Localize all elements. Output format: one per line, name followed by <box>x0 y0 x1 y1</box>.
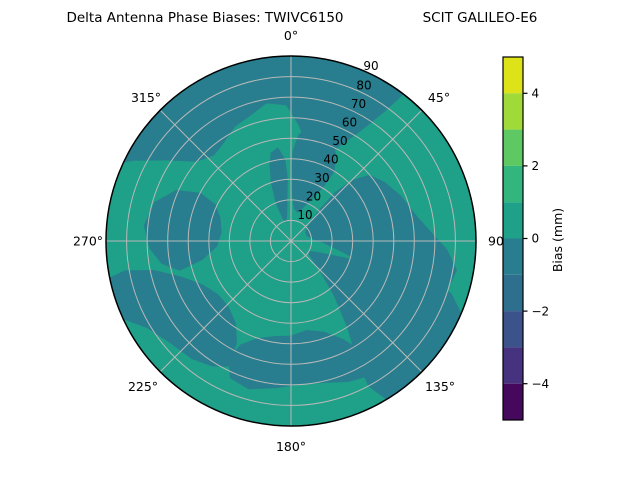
colorbar-segment <box>503 165 523 203</box>
radial-label-80: 80 <box>356 79 371 93</box>
colorbar-segment <box>503 93 523 130</box>
colorbar-tick-label-neg2: −2 <box>532 304 550 318</box>
angular-label-45: 45° <box>428 90 450 105</box>
colorbar-tick-labels: 4 2 0 −2 −4 <box>532 87 550 391</box>
radial-label-60: 60 <box>342 116 357 130</box>
colorbar-axis-label: Bias (mm) <box>550 208 565 272</box>
radial-label-70: 70 <box>351 97 366 111</box>
radial-label-30: 30 <box>314 171 329 185</box>
angular-label-225: 225° <box>128 379 158 394</box>
contour-region-center-tongue <box>269 147 288 224</box>
colorbar-segment <box>503 311 523 348</box>
angular-gridline-135-315 <box>160 110 422 372</box>
contour-region-nne-wedge <box>291 124 336 213</box>
radial-tick-labels: 10 20 30 40 50 60 70 80 90 <box>297 59 378 222</box>
plot-title-left: Delta Antenna Phase Biases: TWIVC6150 <box>66 10 343 26</box>
angular-label-90: 90 <box>488 234 504 249</box>
angular-label-315: 315° <box>131 90 161 105</box>
colorbar-tick-label-neg4: −4 <box>532 377 550 391</box>
colorbar-tick-label-4: 4 <box>532 87 540 101</box>
angular-label-0: 0° <box>284 28 298 43</box>
radial-label-10: 10 <box>297 208 312 222</box>
angular-label-135: 135° <box>425 379 455 394</box>
angular-gridlines <box>106 56 476 426</box>
contour-area <box>106 56 476 426</box>
radial-label-40: 40 <box>323 153 338 167</box>
plot-title-right: SCIT GALILEO-E6 <box>423 10 538 26</box>
colorbar-segment <box>503 238 523 275</box>
contour-region-west-blob <box>143 190 222 271</box>
polar-axes-outline <box>105 55 477 427</box>
colorbar-segment <box>503 274 523 312</box>
radial-label-90: 90 <box>363 59 378 73</box>
colorbar-segment <box>503 57 523 94</box>
angular-label-270: 270° <box>73 234 103 249</box>
angular-tick-labels: 0° 45° 90 135° 180° 225° 270° 315° <box>73 28 504 454</box>
radial-label-50: 50 <box>332 134 347 148</box>
contour-region-top-band <box>111 56 412 165</box>
angular-label-180: 180° <box>276 439 306 454</box>
colorbar: 4 2 0 −2 −4 Bias (mm) <box>502 56 565 421</box>
colorbar-tick-label-0: 0 <box>532 232 540 246</box>
colorbar-segment <box>503 383 523 420</box>
contour-region-bottom-band <box>228 330 370 390</box>
contour-region-east-bean <box>305 174 457 295</box>
contour-region-southeast-lobe <box>308 250 462 400</box>
colorbar-segment <box>503 129 523 166</box>
colorbar-tick-label-2: 2 <box>532 159 540 173</box>
radial-label-20: 20 <box>306 190 321 204</box>
colorbar-segment <box>503 202 523 239</box>
colorbar-segment <box>503 347 523 384</box>
colorbar-ticks <box>523 92 528 385</box>
